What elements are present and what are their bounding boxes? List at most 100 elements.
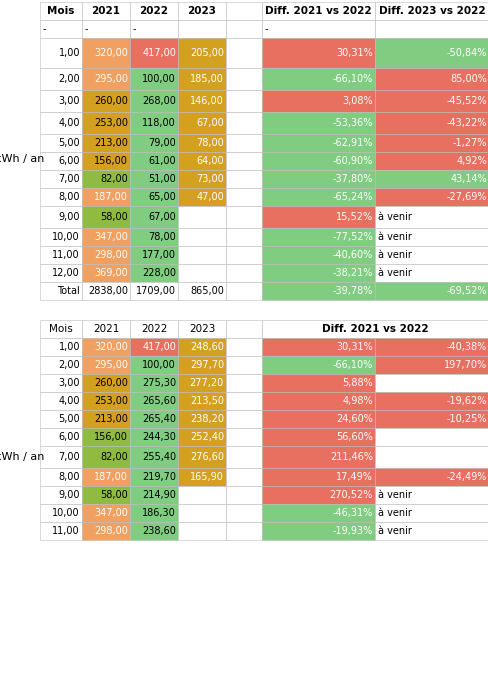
Bar	[82, 20, 130, 38]
Text: 8,00: 8,00	[59, 192, 80, 202]
Text: -53,36%: -53,36%	[332, 118, 372, 128]
Text: 214,90: 214,90	[142, 490, 176, 500]
Bar	[178, 20, 225, 38]
Bar	[225, 2, 262, 20]
Bar	[40, 134, 82, 152]
Bar	[40, 428, 82, 446]
Bar	[82, 468, 130, 486]
Bar	[40, 152, 82, 170]
Bar	[40, 468, 82, 486]
Text: 347,00: 347,00	[94, 232, 128, 242]
Bar	[178, 486, 225, 504]
Bar	[374, 2, 488, 20]
Bar	[178, 374, 225, 392]
Text: 213,50: 213,50	[190, 396, 224, 406]
Bar	[262, 446, 374, 468]
Bar	[82, 320, 130, 338]
Bar	[178, 246, 225, 264]
Bar	[82, 2, 130, 20]
Bar	[178, 188, 225, 206]
Text: 295,00: 295,00	[94, 74, 128, 84]
Bar	[262, 20, 374, 38]
Bar	[178, 152, 225, 170]
Bar	[40, 90, 82, 112]
Bar	[374, 282, 488, 300]
Bar	[225, 468, 262, 486]
Text: 2022: 2022	[139, 6, 168, 16]
Text: 0,69%: 0,69%	[455, 378, 486, 388]
Text: 417,00: 417,00	[142, 342, 176, 352]
Text: 30,31%: 30,31%	[336, 48, 372, 58]
Bar	[130, 356, 178, 374]
Text: 186,30: 186,30	[142, 508, 176, 518]
Text: 275,30: 275,30	[142, 378, 176, 388]
Text: 82,00: 82,00	[100, 452, 128, 462]
Bar	[130, 282, 178, 300]
Text: 10,00: 10,00	[52, 508, 80, 518]
Bar	[262, 468, 374, 486]
Bar	[178, 446, 225, 468]
Text: -19,93%: -19,93%	[332, 526, 372, 536]
Bar	[262, 486, 374, 504]
Bar	[82, 486, 130, 504]
Bar	[225, 246, 262, 264]
Bar	[40, 2, 82, 20]
Text: 1,00: 1,00	[59, 48, 80, 58]
Bar	[178, 90, 225, 112]
Text: 295,00: 295,00	[94, 360, 128, 370]
Bar	[130, 228, 178, 246]
Text: 248,60: 248,60	[190, 342, 224, 352]
Bar	[130, 468, 178, 486]
Text: 238,60: 238,60	[142, 526, 176, 536]
Text: 205,00: 205,00	[190, 48, 224, 58]
Text: -: -	[264, 24, 268, 34]
Text: 320,00: 320,00	[94, 48, 128, 58]
Text: 11,00: 11,00	[52, 250, 80, 260]
Bar	[82, 504, 130, 522]
Bar	[82, 112, 130, 134]
Text: 47,00: 47,00	[196, 192, 224, 202]
Text: -43,22%: -43,22%	[446, 118, 486, 128]
Bar	[225, 38, 262, 68]
Bar	[40, 170, 82, 188]
Bar	[130, 446, 178, 468]
Bar	[374, 152, 488, 170]
Text: 244,30: 244,30	[142, 432, 176, 442]
Text: -45,52%: -45,52%	[446, 96, 486, 106]
Text: 2021: 2021	[91, 6, 120, 16]
Bar	[82, 188, 130, 206]
Text: 270,52%: 270,52%	[329, 490, 372, 500]
Text: -65,24%: -65,24%	[332, 192, 372, 202]
Text: 253,00: 253,00	[94, 396, 128, 406]
Text: kWh / an: kWh / an	[0, 452, 44, 462]
Text: 9,00: 9,00	[59, 212, 80, 222]
Text: Diff. 2023 vs 2022: Diff. 2023 vs 2022	[378, 6, 484, 16]
Bar	[262, 228, 374, 246]
Text: 277,20: 277,20	[189, 378, 224, 388]
Bar	[40, 206, 82, 228]
Text: 865,00: 865,00	[190, 286, 224, 296]
Text: 228,00: 228,00	[142, 268, 176, 278]
Bar	[130, 20, 178, 38]
Text: 185,00: 185,00	[190, 74, 224, 84]
Text: 3,08%: 3,08%	[342, 96, 372, 106]
Bar	[374, 90, 488, 112]
Bar	[225, 374, 262, 392]
Bar	[374, 20, 488, 38]
Text: 146,00: 146,00	[190, 96, 224, 106]
Bar	[82, 410, 130, 428]
Text: -: -	[85, 24, 88, 34]
Text: -62,91%: -62,91%	[332, 138, 372, 148]
Text: -66,10%: -66,10%	[332, 74, 372, 84]
Bar	[262, 338, 374, 356]
Bar	[130, 504, 178, 522]
Text: 238,20: 238,20	[190, 414, 224, 424]
Text: 3,00: 3,00	[59, 378, 80, 388]
Bar	[130, 170, 178, 188]
Bar	[225, 410, 262, 428]
Bar	[225, 264, 262, 282]
Bar	[40, 356, 82, 374]
Text: -19,62%: -19,62%	[446, 396, 486, 406]
Text: 58,00: 58,00	[100, 212, 128, 222]
Bar	[178, 468, 225, 486]
